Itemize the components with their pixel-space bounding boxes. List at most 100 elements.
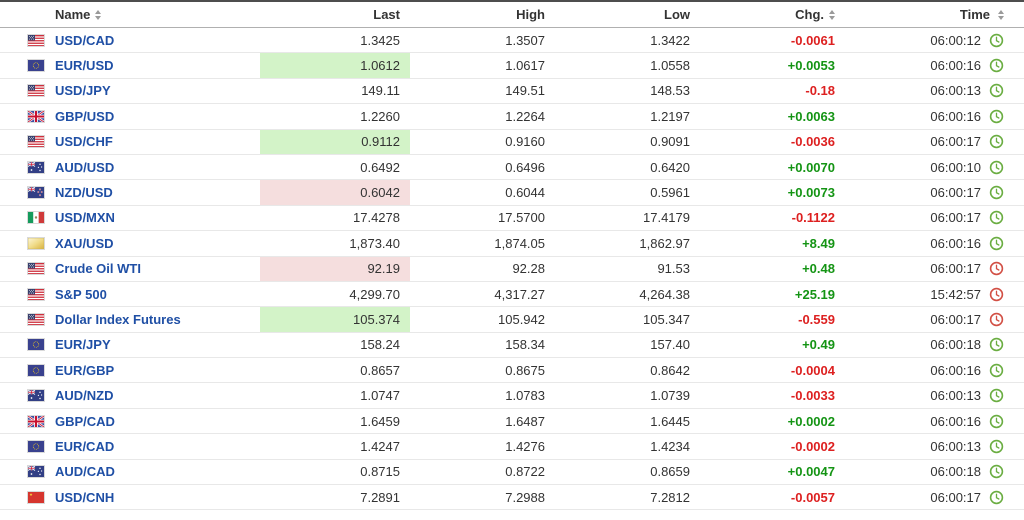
name-cell: S&P 500 <box>0 282 260 306</box>
time-value: 15:42:57 <box>930 286 981 302</box>
name-cell: Dollar Index Futures <box>0 307 260 331</box>
time-cell: 06:00:16 <box>845 53 1024 77</box>
instrument-link[interactable]: AUD/USD <box>55 159 115 175</box>
last-value: 158.24 <box>360 337 400 353</box>
name-cell: EUR/JPY <box>0 333 260 357</box>
gb-flag-icon <box>28 110 44 122</box>
high-value: 0.8675 <box>505 362 545 378</box>
us-flag-icon <box>28 313 44 325</box>
mx-flag-icon <box>28 212 44 224</box>
table-row: GBP/USD 1.2260 1.2264 1.2197 +0.0063 06:… <box>0 104 1024 130</box>
instrument-link[interactable]: EUR/CAD <box>55 438 115 454</box>
eu-flag-icon <box>28 440 44 452</box>
instrument-link[interactable]: S&P 500 <box>55 286 107 302</box>
instrument-link[interactable]: USD/CHF <box>55 134 113 150</box>
time-cell: 06:00:17 <box>845 485 1024 509</box>
time-value: 06:00:13 <box>930 388 981 404</box>
nz-flag-icon <box>28 187 44 199</box>
high-value: 7.2988 <box>505 489 545 505</box>
us-flag-icon <box>28 85 44 97</box>
low-value: 105.347 <box>643 311 690 327</box>
name-cell: AUD/USD <box>0 155 260 179</box>
header-name-label: Name <box>55 7 91 22</box>
table-row: USD/CNH 7.2891 7.2988 7.2812 -0.0057 06:… <box>0 485 1024 511</box>
header-time-label: Time <box>959 7 990 22</box>
sort-icon[interactable] <box>95 10 101 20</box>
high-value: 1.6487 <box>505 413 545 429</box>
low-value: 148.53 <box>650 83 690 99</box>
change-value: +0.0070 <box>787 159 835 175</box>
instrument-link[interactable]: USD/JPY <box>55 83 111 99</box>
high-value: 0.9160 <box>505 134 545 150</box>
table-row: AUD/NZD 1.0747 1.0783 1.0739 -0.0033 06:… <box>0 383 1024 409</box>
time-value: 06:00:17 <box>930 185 981 201</box>
instrument-link[interactable]: USD/MXN <box>55 210 115 226</box>
instrument-link[interactable]: NZD/USD <box>55 185 113 201</box>
name-cell: GBP/USD <box>0 104 260 128</box>
time-cell: 06:00:18 <box>845 333 1024 357</box>
instrument-link[interactable]: EUR/USD <box>55 58 114 74</box>
table-body: USD/CAD 1.3425 1.3507 1.3422 -0.0061 06:… <box>0 28 1024 511</box>
header-change[interactable]: Chg. <box>700 7 845 22</box>
instrument-link[interactable]: AUD/NZD <box>55 388 114 404</box>
low-value: 0.9091 <box>650 134 690 150</box>
change-value: -0.0033 <box>790 388 835 404</box>
high-value: 0.8722 <box>505 464 545 480</box>
time-cell: 06:00:12 <box>845 28 1024 52</box>
table-row: USD/MXN 17.4278 17.5700 17.4179 -0.1122 … <box>0 206 1024 232</box>
name-cell: EUR/GBP <box>0 358 260 382</box>
low-value: 1.2197 <box>650 108 690 124</box>
instrument-link[interactable]: EUR/JPY <box>55 337 111 353</box>
time-value: 06:00:13 <box>930 83 981 99</box>
change-value: -0.0002 <box>790 438 835 454</box>
time-value: 06:00:16 <box>930 58 981 74</box>
sort-icon[interactable] <box>829 10 835 20</box>
name-cell: EUR/CAD <box>0 434 260 458</box>
high-value: 17.5700 <box>498 210 545 226</box>
high-value: 0.6044 <box>505 185 545 201</box>
time-cell: 06:00:17 <box>845 307 1024 331</box>
header-high: High <box>410 7 555 22</box>
low-value: 17.4179 <box>643 210 690 226</box>
table-row: EUR/CAD 1.4247 1.4276 1.4234 -0.0002 06:… <box>0 434 1024 460</box>
instrument-link[interactable]: GBP/CAD <box>55 413 115 429</box>
header-low: Low <box>555 7 700 22</box>
instrument-link[interactable]: USD/CNH <box>55 489 115 505</box>
clock-icon <box>989 33 1004 48</box>
low-value: 0.8659 <box>650 464 690 480</box>
change-value: +0.49 <box>802 337 835 353</box>
instrument-link[interactable]: AUD/CAD <box>55 464 115 480</box>
clock-icon <box>989 210 1004 225</box>
clock-icon <box>989 160 1004 175</box>
last-value: 1,873.40 <box>349 235 400 251</box>
header-name[interactable]: Name <box>0 7 260 22</box>
low-value: 1.4234 <box>650 438 690 454</box>
instrument-link[interactable]: XAU/USD <box>55 235 114 251</box>
instrument-link[interactable]: GBP/USD <box>55 108 115 124</box>
time-value: 06:00:17 <box>930 489 981 505</box>
sort-icon[interactable] <box>998 10 1004 20</box>
last-value: 1.0612 <box>260 53 410 78</box>
eu-flag-icon <box>28 60 44 72</box>
instrument-link[interactable]: USD/CAD <box>55 32 115 48</box>
instrument-link[interactable]: EUR/GBP <box>55 362 115 378</box>
low-value: 7.2812 <box>650 489 690 505</box>
header-change-label: Chg. <box>795 7 824 22</box>
last-value: 1.3425 <box>360 32 400 48</box>
instrument-link[interactable]: Crude Oil WTI <box>55 261 141 277</box>
header-time[interactable]: Time <box>845 7 1024 22</box>
eu-flag-icon <box>28 364 44 376</box>
low-value: 91.53 <box>657 261 690 277</box>
change-value: -0.559 <box>798 311 835 327</box>
high-value: 1.0617 <box>505 58 545 74</box>
change-value: -0.0004 <box>790 362 835 378</box>
name-cell: AUD/CAD <box>0 460 260 484</box>
clock-icon <box>989 83 1004 98</box>
high-value: 1,874.05 <box>494 235 545 251</box>
instrument-link[interactable]: Dollar Index Futures <box>55 311 181 327</box>
last-value: 0.8657 <box>360 362 400 378</box>
clock-icon <box>989 312 1004 327</box>
name-cell: XAU/USD <box>0 231 260 255</box>
time-value: 06:00:13 <box>930 438 981 454</box>
